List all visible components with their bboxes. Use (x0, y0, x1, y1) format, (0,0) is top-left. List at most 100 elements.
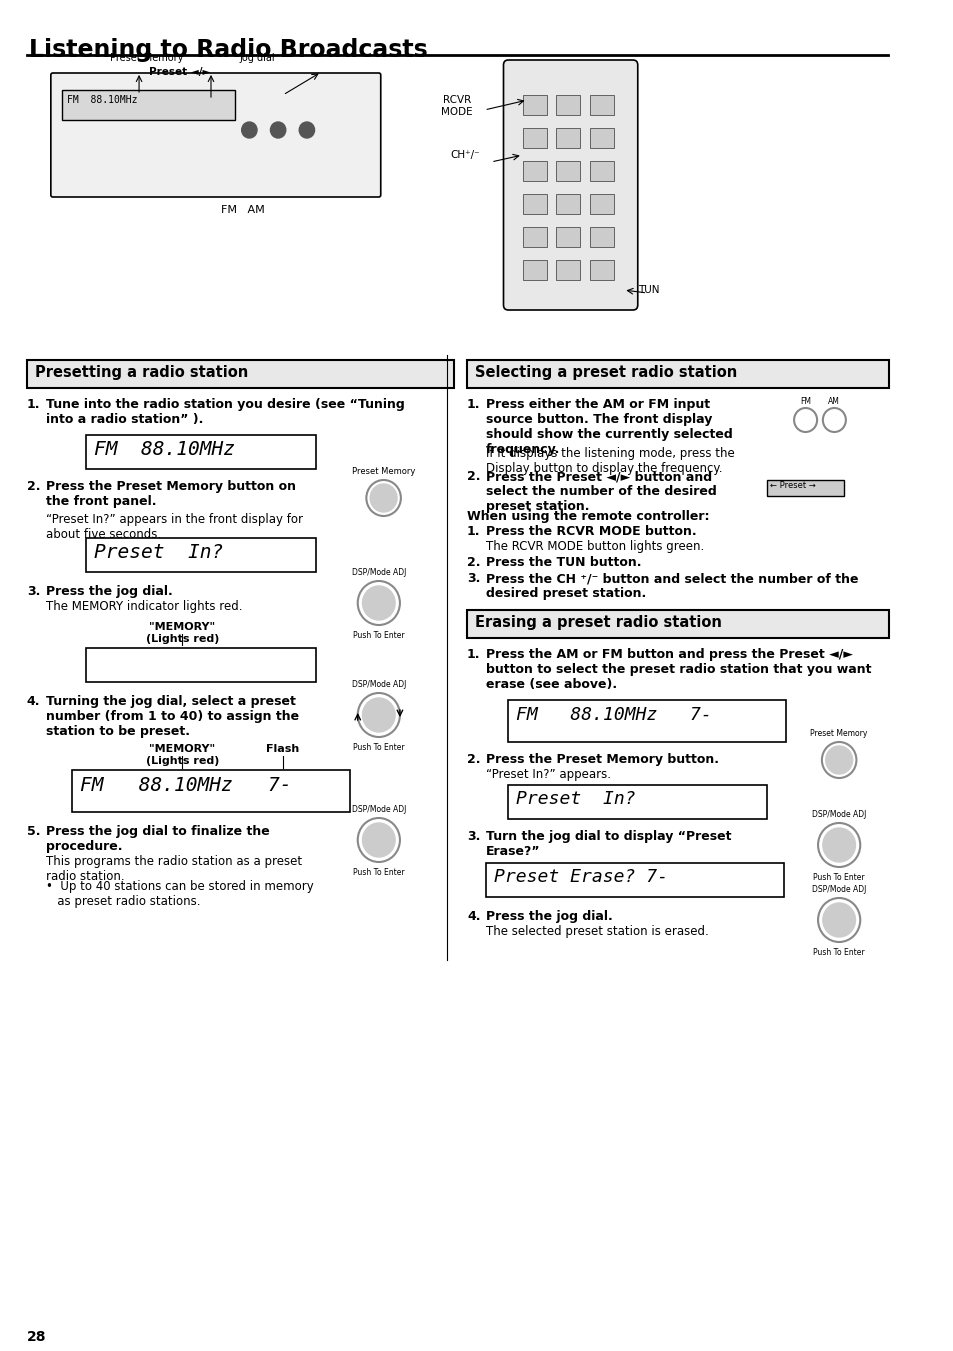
Text: Presetting a radio station: Presetting a radio station (34, 365, 248, 380)
Circle shape (270, 122, 286, 138)
Text: Press the AM or FM button and press the Preset ◄/►
button to select the preset r: Press the AM or FM button and press the … (486, 648, 871, 690)
Text: Jog dial: Jog dial (239, 53, 275, 63)
Text: FM: FM (800, 397, 810, 407)
Text: Press the Preset Memory button on
the front panel.: Press the Preset Memory button on the fr… (46, 480, 295, 508)
Bar (556, 195, 579, 213)
Text: 28: 28 (27, 1329, 47, 1344)
Text: “Preset In?” appears.: “Preset In?” appears. (486, 767, 611, 781)
Text: Press the CH ⁺/⁻ button and select the number of the
desired preset station.: Press the CH ⁺/⁻ button and select the n… (486, 571, 858, 600)
Text: If it displays the listening mode, press the
Display button to display the frequ: If it displays the listening mode, press… (486, 447, 734, 476)
Text: 5.: 5. (27, 825, 40, 838)
Circle shape (370, 484, 396, 512)
Text: 1.: 1. (467, 648, 480, 661)
Text: The RCVR MODE button lights green.: The RCVR MODE button lights green. (486, 540, 703, 553)
Circle shape (822, 828, 855, 862)
Text: FM   AM: FM AM (220, 205, 264, 215)
FancyBboxPatch shape (27, 359, 453, 388)
FancyBboxPatch shape (503, 59, 638, 309)
Text: Press either the AM or FM input
source button. The front display
should show the: Press either the AM or FM input source b… (486, 399, 732, 457)
Bar (71, 770, 350, 812)
Text: 4.: 4. (467, 911, 480, 923)
Text: Selecting a preset radio station: Selecting a preset radio station (475, 365, 737, 380)
Bar (589, 259, 613, 280)
Text: Preset  In?: Preset In? (516, 790, 635, 808)
Bar (522, 95, 546, 115)
Text: Press the jog dial.: Press the jog dial. (46, 585, 172, 598)
Text: Turn the jog dial to display “Preset
Erase?”: Turn the jog dial to display “Preset Era… (486, 830, 731, 858)
Text: 3.: 3. (27, 585, 40, 598)
Text: Preset  In?: Preset In? (94, 543, 223, 562)
Bar (508, 700, 785, 742)
Text: The MEMORY indicator lights red.: The MEMORY indicator lights red. (46, 600, 242, 613)
FancyBboxPatch shape (467, 359, 888, 388)
Text: •  Up to 40 stations can be stored in memory
   as preset radio stations.: • Up to 40 stations can be stored in mem… (46, 880, 314, 908)
Text: Push To Enter: Push To Enter (813, 948, 864, 957)
Text: RCVR
MODE: RCVR MODE (440, 95, 473, 116)
Circle shape (241, 122, 256, 138)
Bar (86, 435, 316, 469)
Bar (486, 863, 782, 897)
Text: 1.: 1. (467, 399, 480, 411)
Text: 3.: 3. (467, 571, 480, 585)
Text: Preset Memory: Preset Memory (352, 467, 415, 476)
Bar (522, 195, 546, 213)
Text: 2.: 2. (467, 753, 480, 766)
Text: This programs the radio station as a preset
radio station.: This programs the radio station as a pre… (46, 855, 302, 884)
Text: Flash: Flash (266, 744, 299, 754)
Text: FM  88.10MHz: FM 88.10MHz (67, 95, 137, 105)
Bar (589, 195, 613, 213)
Bar (556, 227, 579, 247)
Text: "MEMORY"
(Lights red): "MEMORY" (Lights red) (146, 744, 218, 766)
Text: Preset Memory: Preset Memory (810, 730, 867, 738)
Text: Erasing a preset radio station: Erasing a preset radio station (475, 615, 720, 630)
FancyBboxPatch shape (51, 73, 380, 197)
Text: 2.: 2. (467, 470, 480, 484)
Text: AM: AM (827, 397, 840, 407)
Text: Press the jog dial.: Press the jog dial. (486, 911, 613, 923)
Text: Preset Memory: Preset Memory (111, 53, 184, 63)
Text: 3.: 3. (467, 830, 480, 843)
Text: 1.: 1. (467, 526, 480, 538)
Bar (86, 538, 316, 571)
Circle shape (362, 586, 395, 620)
Text: FM   88.10MHz   7-: FM 88.10MHz 7- (516, 707, 711, 724)
Bar (556, 128, 579, 149)
Text: Press the TUN button.: Press the TUN button. (486, 557, 641, 569)
Text: CH⁺/⁻: CH⁺/⁻ (450, 150, 480, 159)
Text: The selected preset station is erased.: The selected preset station is erased. (486, 925, 708, 938)
FancyBboxPatch shape (467, 611, 888, 638)
Text: DSP/Mode ADJ: DSP/Mode ADJ (352, 805, 406, 815)
Text: 4.: 4. (27, 694, 40, 708)
Bar (589, 128, 613, 149)
Text: Push To Enter: Push To Enter (353, 867, 404, 877)
Bar (522, 227, 546, 247)
Text: 1.: 1. (27, 399, 40, 411)
Circle shape (822, 902, 855, 938)
Text: DSP/Mode ADJ: DSP/Mode ADJ (352, 680, 406, 689)
Bar (556, 259, 579, 280)
Bar (522, 259, 546, 280)
Text: 2.: 2. (467, 557, 480, 569)
Bar (766, 480, 843, 496)
Bar (522, 128, 546, 149)
Bar (589, 227, 613, 247)
Text: Push To Enter: Push To Enter (813, 873, 864, 882)
Text: FM  88.10MHz: FM 88.10MHz (94, 440, 234, 459)
Text: Press the Preset ◄/► button and
select the number of the desired
preset station.: Press the Preset ◄/► button and select t… (486, 470, 717, 513)
Text: Press the RCVR MODE button.: Press the RCVR MODE button. (486, 526, 696, 538)
Text: ← Preset →: ← Preset → (769, 481, 815, 490)
Text: Preset Erase? 7-: Preset Erase? 7- (494, 867, 667, 886)
Circle shape (362, 823, 395, 857)
Circle shape (362, 698, 395, 732)
Circle shape (299, 122, 314, 138)
Bar (556, 95, 579, 115)
Text: DSP/Mode ADJ: DSP/Mode ADJ (811, 885, 865, 894)
Text: Push To Enter: Push To Enter (353, 631, 404, 640)
Text: FM   88.10MHz   7-: FM 88.10MHz 7- (79, 775, 291, 794)
Text: When using the remote controller:: When using the remote controller: (467, 509, 709, 523)
Text: Press the jog dial to finalize the
procedure.: Press the jog dial to finalize the proce… (46, 825, 270, 852)
Text: DSP/Mode ADJ: DSP/Mode ADJ (811, 811, 865, 819)
Bar (589, 95, 613, 115)
Text: TUN: TUN (638, 285, 659, 295)
Text: Preset ◄/►: Preset ◄/► (149, 68, 210, 77)
